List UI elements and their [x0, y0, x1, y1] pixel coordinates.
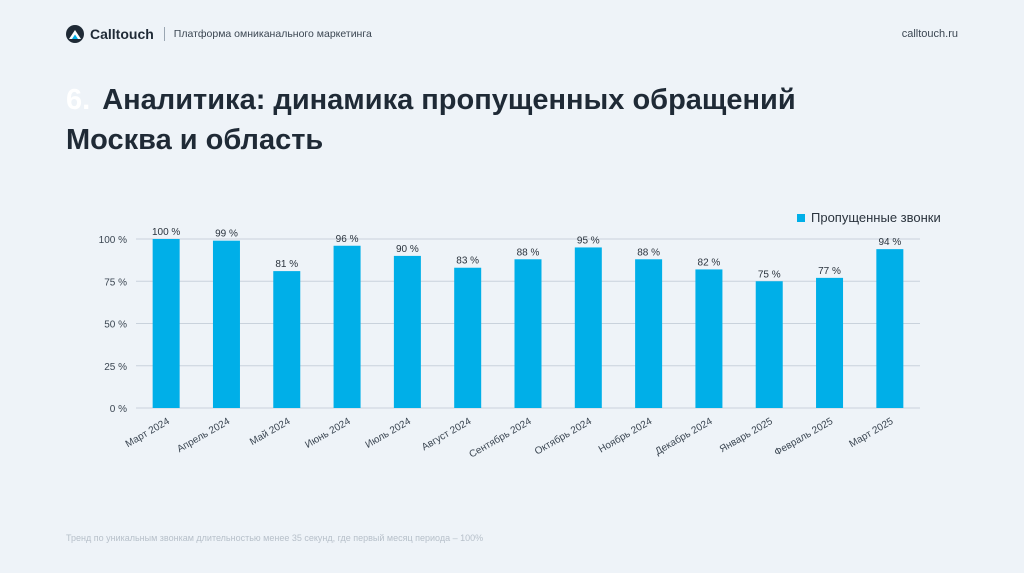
slide-header: Calltouch Платформа омниканального марке… [66, 22, 958, 46]
bar [876, 249, 904, 408]
x-tick-label: Июль 2024 [364, 416, 414, 451]
legend-swatch [797, 213, 805, 222]
x-tick-label: Февраль 2025 [773, 416, 836, 459]
bar [152, 239, 180, 408]
data-label: 75 % [758, 269, 781, 280]
slide-title-text: Аналитика: динамика пропущенных обращени… [102, 84, 796, 116]
data-label: 82 % [698, 257, 721, 268]
x-tick-label: Май 2024 [248, 416, 293, 448]
slide-title: 6. Аналитика: динамика пропущенных обраще… [66, 84, 796, 117]
brand-name: Calltouch [90, 26, 154, 42]
data-label: 88 % [637, 247, 660, 258]
footnote: Тренд по уникальным звонкам длительность… [66, 533, 484, 543]
legend-label: Пропущенные звонки [811, 210, 941, 225]
calltouch-logo-icon [66, 25, 84, 43]
bar [273, 271, 301, 408]
data-label: 81 % [275, 259, 298, 270]
x-tick-label: Октябрь 2024 [533, 415, 595, 458]
bar-chart: 0 % 25 % 50 % 75 % 100 % 100 % Март 2024 99 % Ап… [99, 227, 920, 461]
x-tick-label: Март 2025 [847, 416, 895, 450]
slide-subtitle: Москва и область [66, 124, 324, 156]
data-label: 100 % [152, 227, 180, 238]
x-tick-label: Апрель 2024 [175, 416, 232, 455]
bar [212, 240, 240, 408]
data-label: 96 % [336, 234, 359, 245]
chart-legend: Пропущенные звонки [797, 210, 941, 225]
header-divider [163, 27, 165, 41]
bar [755, 281, 783, 408]
x-tick-label: Сентябрь 2024 [467, 415, 534, 461]
data-label: 83 % [456, 256, 479, 267]
bar [393, 255, 421, 408]
bar [635, 259, 663, 408]
data-label: 88 % [517, 247, 540, 258]
bar [574, 247, 602, 408]
x-tick-label: Декабрь 2024 [653, 415, 715, 458]
y-tick-label: 75 % [104, 277, 127, 288]
data-label: 90 % [396, 244, 419, 255]
y-tick-label: 0 % [110, 404, 127, 415]
data-label: 99 % [215, 229, 238, 240]
y-tick-label: 100 % [99, 235, 127, 246]
y-tick-label: 25 % [104, 362, 127, 373]
x-tick-label: Ноябрь 2024 [596, 415, 654, 455]
bar [695, 269, 723, 408]
x-tick-label: Июнь 2024 [303, 416, 353, 451]
data-label: 95 % [577, 235, 600, 246]
x-tick-label: Август 2024 [420, 416, 474, 453]
bar [816, 277, 844, 408]
data-label: 77 % [818, 266, 841, 277]
bar [333, 245, 361, 408]
bar [454, 267, 482, 408]
brand-tagline: Платформа омниканального маркетинга [173, 28, 372, 40]
y-tick-label: 50 % [104, 320, 127, 331]
x-tick-label: Январь 2025 [718, 416, 775, 455]
slide-number: 6. [66, 84, 91, 116]
x-tick-label: Март 2024 [124, 416, 172, 450]
data-label: 94 % [878, 237, 901, 248]
site-link[interactable]: calltouch.ru [901, 28, 958, 40]
bar [514, 259, 542, 408]
